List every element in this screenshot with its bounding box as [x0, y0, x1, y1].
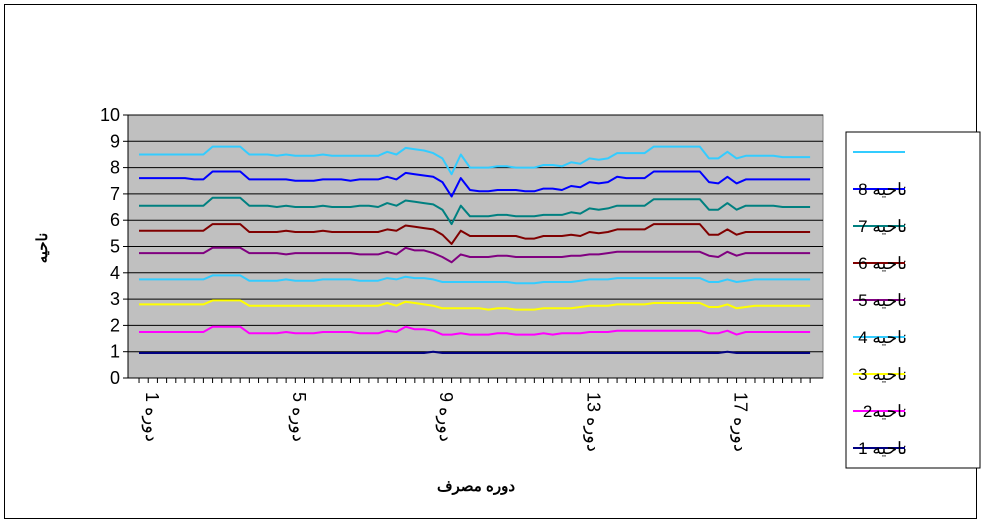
- legend-label: ناحیه 3: [858, 365, 907, 384]
- series-line-1: [139, 350, 811, 354]
- x-axis: دوره 1 دوره 5 دوره 9 دوره 13 دوره 17: [128, 377, 823, 452]
- y-tick-label: 7: [110, 184, 120, 204]
- legend-label: ناحیه 1: [858, 439, 907, 458]
- x-tick-label: دوره 9: [435, 392, 456, 442]
- legend-label: ناحیه 5: [858, 291, 907, 310]
- y-tick-label: 4: [110, 263, 120, 283]
- legend: ناحیه 8 ناحیه 7 ناحیه 6 ناحیه 5 ناحیه 4 ناحیه…: [845, 131, 981, 469]
- series-line-4: [139, 274, 811, 285]
- x-tick-label: دوره 5: [288, 392, 309, 442]
- legend-label: ناحیه 6: [858, 254, 907, 273]
- y-tick-label: 0: [110, 368, 120, 388]
- x-axis-title: دوره مصرف: [437, 478, 515, 495]
- series-line-3: [139, 299, 811, 311]
- series-line-9: [139, 145, 811, 176]
- x-tick-label: دوره 1: [141, 392, 162, 442]
- y-axis: 0 1 2 3 4 5 6 7 8 9 10: [100, 105, 129, 388]
- y-tick-label: 9: [110, 131, 120, 151]
- y-tick-label: 5: [110, 237, 120, 257]
- legend-label: ناحیه 8: [858, 180, 907, 199]
- series-line-2: [139, 325, 811, 336]
- series-lines: [139, 145, 811, 354]
- x-tick-label: دوره 17: [729, 392, 750, 452]
- y-tick-label: 2: [110, 315, 120, 335]
- y-tick-label: 6: [110, 210, 120, 230]
- series-line-8: [139, 170, 811, 198]
- series-line-6: [139, 223, 811, 245]
- series-line-7: [139, 196, 811, 226]
- legend-label: ناحیه2: [863, 402, 907, 421]
- legend-label: ناحیه 7: [858, 217, 907, 236]
- y-tick-label: 8: [110, 158, 120, 178]
- y-tick-label: 1: [110, 342, 120, 362]
- x-tick-label: دوره 13: [582, 392, 603, 452]
- plot-area: [127, 114, 824, 379]
- y-tick-label: 10: [100, 105, 120, 125]
- y-axis-title: ناحیه: [34, 233, 51, 264]
- series-line-5: [139, 246, 811, 264]
- y-tick-label: 3: [110, 289, 120, 309]
- legend-label: ناحیه 4: [858, 328, 907, 347]
